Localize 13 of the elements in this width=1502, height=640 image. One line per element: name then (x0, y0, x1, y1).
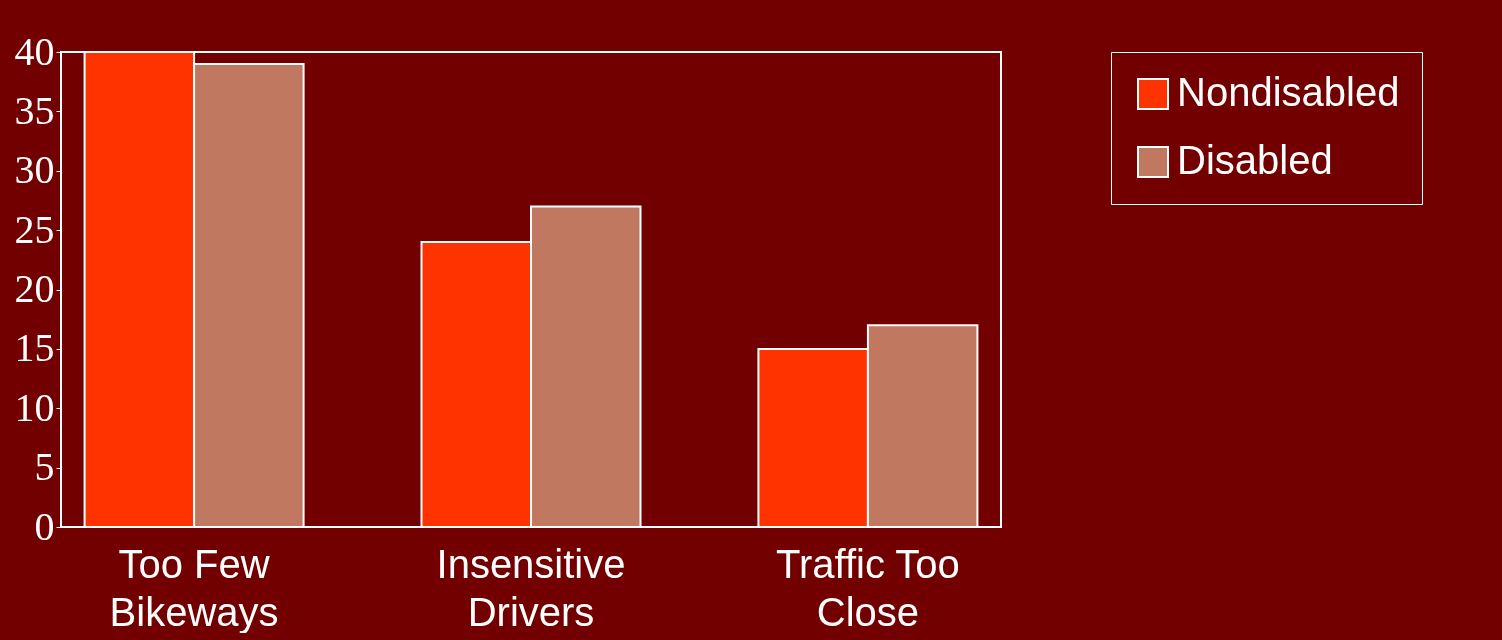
y-tick-label: 40 (14, 28, 55, 74)
x-tick-label: Traffic Too Close (776, 541, 960, 634)
y-tick-label: 5 (34, 444, 55, 490)
y-tick-label: 30 (14, 147, 55, 193)
y-tick-label: 0 (34, 503, 55, 549)
x-tick-label: Insensitive Drivers (436, 541, 626, 634)
y-tick-label: 35 (14, 87, 55, 133)
y-tick-label: 10 (14, 384, 55, 430)
legend-label: Disabled (1177, 138, 1333, 182)
y-tick-label: 15 (14, 325, 55, 371)
y-tick-label: 20 (14, 266, 55, 311)
legend-label: Nondisabled (1177, 70, 1400, 114)
y-tick-label: 25 (14, 206, 55, 252)
